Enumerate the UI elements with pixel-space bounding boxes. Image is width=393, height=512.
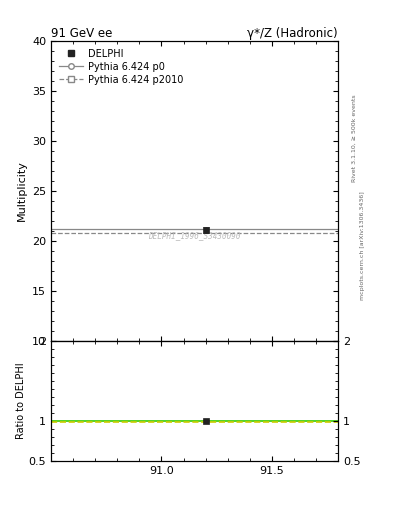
Text: DELPHI_1996_S3430090: DELPHI_1996_S3430090 — [148, 231, 241, 241]
Text: 91 GeV ee: 91 GeV ee — [51, 27, 112, 40]
Y-axis label: Ratio to DELPHI: Ratio to DELPHI — [16, 362, 26, 439]
Text: mcplots.cern.ch [arXiv:1306.3436]: mcplots.cern.ch [arXiv:1306.3436] — [360, 191, 365, 300]
Y-axis label: Multiplicity: Multiplicity — [17, 160, 27, 221]
Legend: DELPHI, Pythia 6.424 p0, Pythia 6.424 p2010: DELPHI, Pythia 6.424 p0, Pythia 6.424 p2… — [56, 46, 186, 88]
Text: Rivet 3.1.10, ≥ 500k events: Rivet 3.1.10, ≥ 500k events — [352, 94, 357, 182]
Text: γ*/Z (Hadronic): γ*/Z (Hadronic) — [247, 27, 338, 40]
